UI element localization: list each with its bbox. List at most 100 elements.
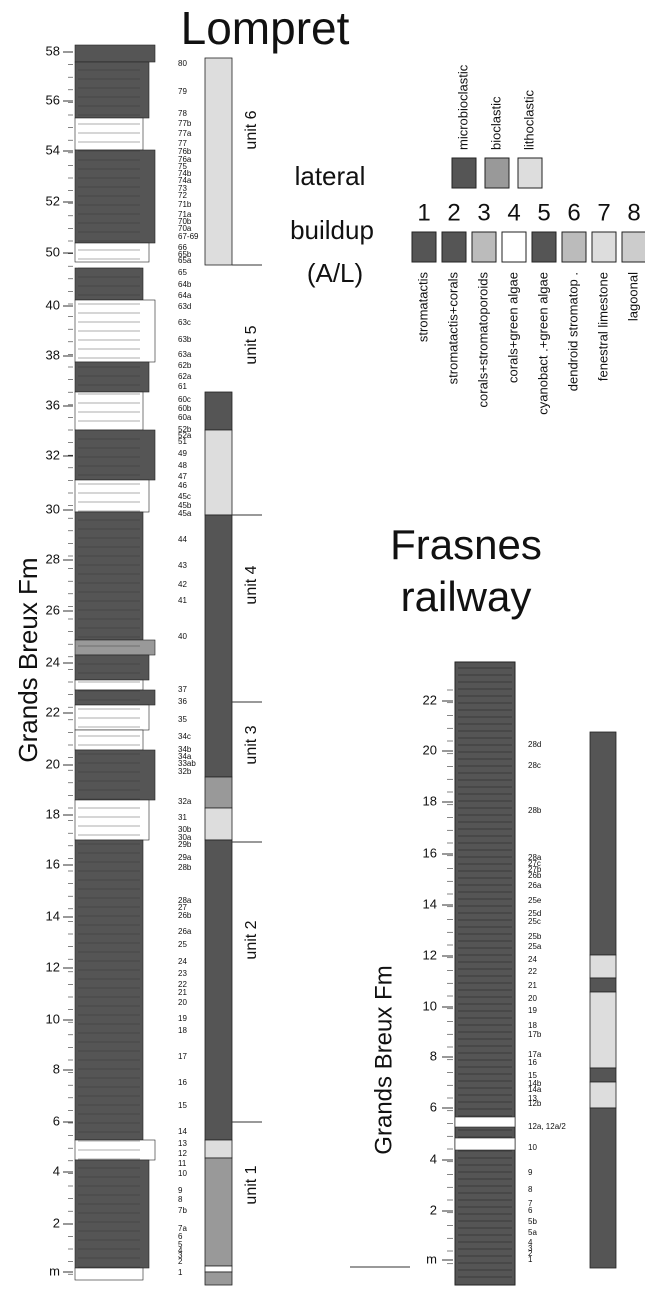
sample-label: 42	[178, 580, 187, 589]
scale-label: 58	[46, 43, 60, 58]
sample-label: 16	[178, 1078, 187, 1087]
lithology-bed	[75, 362, 149, 392]
lithology-bed	[75, 1160, 149, 1268]
scale-label: m	[426, 1251, 437, 1266]
unit-label: unit 6	[243, 110, 260, 149]
sample-label: 18	[528, 1021, 537, 1030]
legend-swatch	[412, 232, 436, 262]
sample-label: 21	[178, 988, 187, 997]
sample-label: 28b	[528, 806, 542, 815]
legend-number: 4	[507, 199, 520, 226]
scale-label: 38	[46, 347, 60, 362]
sample-label: 79	[178, 87, 187, 96]
sample-label: 14	[178, 1127, 187, 1136]
scale-label: 8	[53, 1061, 60, 1076]
sample-label: 1	[528, 1255, 533, 1264]
legend-column-label: lithoclastic	[521, 90, 536, 150]
legend-type: lagoonal	[625, 272, 640, 321]
sample-label: 24	[178, 957, 187, 966]
sample-label: 26a	[528, 881, 542, 890]
sample-label: 49	[178, 449, 187, 458]
formation-label: Grands Breux Fm	[370, 965, 397, 1154]
sample-label: 8	[178, 1195, 183, 1204]
legend-number: 7	[597, 199, 610, 226]
lithology-bed	[75, 840, 143, 1140]
legend-type: corals+stromatoporoids	[475, 272, 490, 408]
legend-swatch	[622, 232, 645, 262]
sample-label: 31	[178, 813, 187, 822]
sample-label: 32b	[178, 767, 192, 776]
sample-label: 10	[528, 1143, 537, 1152]
scale-label: 2	[430, 1202, 437, 1217]
scale-label: 4	[53, 1163, 60, 1178]
unit-label: unit 3	[243, 725, 260, 764]
sample-label: 29a	[178, 853, 192, 862]
title: railway	[401, 573, 532, 620]
lithology-bed	[75, 655, 149, 680]
sample-label: 22	[528, 967, 537, 976]
legend-type: stromatactis+corals	[445, 272, 460, 385]
lithology-bed	[455, 1117, 515, 1127]
sample-label: 63b	[178, 335, 192, 344]
sample-label: 8	[528, 1185, 533, 1194]
legend-type: cyanobact .+green algae	[535, 272, 550, 415]
sample-label: 32a	[178, 797, 192, 806]
sample-label: 19	[528, 1006, 537, 1015]
lithology-bed	[75, 480, 149, 512]
facies-bar	[590, 955, 616, 978]
legend-swatch	[442, 232, 466, 262]
sample-label: 19	[178, 1014, 187, 1023]
sample-label: 23	[178, 969, 187, 978]
sample-label: 51	[178, 437, 187, 446]
facies-bar	[205, 1272, 232, 1285]
sample-label: 29b	[178, 840, 192, 849]
formation-label: Grands Breux Fm	[13, 557, 43, 762]
scale-label: 6	[430, 1099, 437, 1114]
legend-swatch	[502, 232, 526, 262]
title: Lompret	[181, 2, 350, 54]
sample-label: 10	[178, 1169, 187, 1178]
legend-label: (A/L)	[307, 258, 363, 288]
lithology-bed	[75, 800, 149, 840]
legend-type: fenestral limestone	[595, 272, 610, 381]
scale-label: 22	[46, 704, 60, 719]
sample-label: 60c	[178, 395, 191, 404]
sample-label: 26b	[528, 871, 542, 880]
scale-label: 30	[46, 501, 60, 516]
scale-label: 10	[46, 1011, 60, 1026]
sample-label: 5b	[528, 1217, 537, 1226]
scale-label: 16	[423, 845, 437, 860]
lithology-bed	[75, 730, 143, 750]
lithology-bed	[75, 430, 155, 480]
facies-bar	[205, 808, 232, 840]
lithology-column	[455, 662, 515, 1285]
sample-label: 63c	[178, 318, 191, 327]
sample-label: 41	[178, 596, 187, 605]
sample-label: 48	[178, 461, 187, 470]
scale-label: 32	[46, 447, 60, 462]
facies-bar	[590, 992, 616, 1068]
sample-label: 45a	[178, 509, 192, 518]
sample-label: 9	[178, 1186, 183, 1195]
sample-label: 24	[528, 955, 537, 964]
facies-bar	[205, 392, 232, 430]
scale-label: 28	[46, 551, 60, 566]
sample-label: 62b	[178, 361, 192, 370]
sample-label: 78	[178, 109, 187, 118]
scale-label: 2	[53, 1215, 60, 1230]
sample-label: 21	[528, 981, 537, 990]
scale-label: 14	[423, 896, 437, 911]
scale-label: 20	[46, 756, 60, 771]
sample-label: 63a	[178, 350, 192, 359]
lithology-bed	[75, 45, 155, 62]
sample-label: 11	[178, 1159, 187, 1168]
scale-label: 40	[46, 297, 60, 312]
sample-label: 13	[178, 1139, 187, 1148]
legend-number: 3	[477, 199, 490, 226]
sample-label: 25	[178, 940, 187, 949]
legend-number: 8	[627, 199, 640, 226]
sample-label: 35	[178, 715, 187, 724]
scale-label: 16	[46, 856, 60, 871]
sample-label: 17	[178, 1052, 187, 1061]
sample-label: 28d	[528, 740, 541, 749]
